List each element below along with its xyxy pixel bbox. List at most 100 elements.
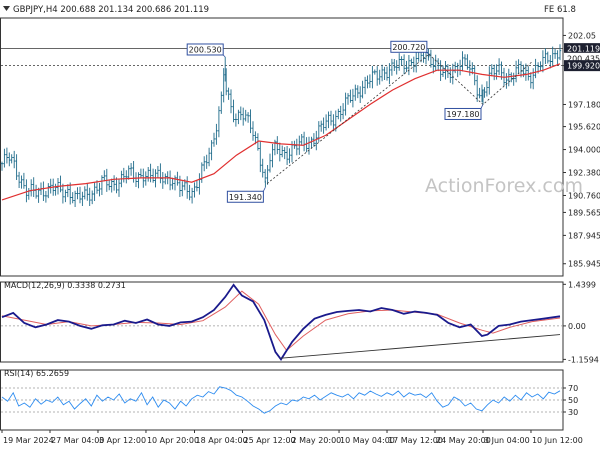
ohlc-bar (151, 168, 155, 183)
rsi-panel: 70 50 30 (0, 369, 578, 431)
moving-average-line (1, 63, 561, 201)
ohlc-bar (149, 163, 152, 183)
ohlc-bar (349, 89, 352, 103)
ohlc-bar (108, 179, 111, 191)
ohlc-bar (324, 114, 328, 131)
ohlc-bar (244, 109, 247, 122)
x-axis-label: 3 Apr 12:00 (99, 436, 146, 445)
ohlc-bar (71, 192, 74, 204)
ohlc-bar (229, 89, 233, 114)
ohlc-bar (405, 60, 408, 72)
ohlc-bar (476, 75, 479, 102)
swing-annotation-label: 197.180 (446, 110, 479, 119)
ohlc-bar (61, 183, 65, 204)
ohlc-bar (398, 53, 401, 71)
x-axis-label: 19 Mar 2024 (3, 436, 54, 445)
ohlc-bar (164, 173, 167, 185)
ohlc-bar (488, 66, 491, 95)
fib-label: FE 61.8 (544, 5, 576, 15)
ohlc-bar (285, 146, 289, 165)
price-tag (564, 60, 600, 72)
ohlc-bar (385, 66, 389, 81)
x-axis-label: 2 May 20:00 (291, 436, 341, 445)
ohlc-bar (366, 75, 369, 89)
ohlc-bar (327, 111, 330, 129)
ohlc-bar (371, 66, 374, 89)
ohlc-bar (556, 50, 559, 65)
ohlc-bar (551, 46, 554, 67)
ohlc-bar (193, 182, 196, 198)
ohlc-bar (468, 60, 471, 76)
ohlc-bar (220, 91, 223, 114)
price-tag-label: 201.119 (567, 45, 600, 54)
ohlc-bar (137, 172, 140, 189)
ohlc-bar (320, 120, 323, 132)
ohlc-bar (222, 68, 225, 103)
ohlc-bar (78, 186, 82, 204)
swing-annotation-leader (480, 104, 484, 109)
ohlc-bar (544, 48, 547, 64)
ohlc-bar (549, 55, 552, 69)
ohlc-bar (473, 65, 476, 86)
ohlc-bar (8, 152, 11, 167)
ohlc-bar (363, 76, 367, 95)
ohlc-bar (10, 154, 13, 164)
ohlc-bar (312, 133, 316, 147)
price-axis-tick-label: 187.945 (568, 231, 600, 240)
ohlc-bar (278, 142, 281, 162)
swing-annotation-box (444, 107, 482, 120)
ohlc-bar (3, 148, 6, 168)
ohlc-bar (112, 175, 116, 191)
ohlc-bar (232, 99, 235, 123)
ohlc-bar (181, 181, 184, 197)
ohlc-bar (271, 143, 274, 168)
ohlc-bar (356, 85, 359, 99)
ohlc-bar (368, 74, 372, 88)
ohlc-bar (264, 169, 267, 183)
ohlc-bar (0, 161, 4, 171)
ohlc-bar (351, 88, 355, 108)
ohlc-bar (246, 112, 250, 123)
ohlc-bar (373, 69, 376, 75)
ohlc-bar (441, 65, 445, 77)
ohlc-bar (66, 184, 69, 198)
ohlc-bar (514, 60, 518, 83)
ohlc-bar (273, 139, 277, 156)
ohlc-bar (171, 177, 174, 190)
ohlc-bar (402, 54, 406, 75)
ohlc-bar (341, 103, 345, 120)
price-tag (564, 43, 600, 55)
ohlc-bar (20, 175, 23, 189)
ohlc-bar (54, 183, 57, 196)
swing-annotation-label: 191.340 (229, 193, 262, 202)
ohlc-bar (361, 80, 364, 99)
symbol-header: GBPJPY,H4 200.688 201.134 200.686 201.11… (13, 5, 209, 15)
macd-line (1, 283, 561, 361)
ohlc-bar (329, 110, 333, 126)
ohlc-bar (332, 114, 335, 131)
ohlc-bar (115, 177, 118, 194)
price-tag-label: 200.435 (567, 54, 600, 63)
trendline (266, 53, 430, 184)
ohlc-bar (173, 175, 177, 191)
ohlc-bar (100, 175, 104, 195)
ohlc-bar (378, 69, 381, 85)
ohlc-bar (266, 165, 269, 185)
ohlc-bar (478, 87, 481, 99)
ohlc-bar (25, 179, 28, 203)
macd-axis-tick-label: -1.1594 (568, 355, 599, 364)
ohlc-bar (69, 182, 72, 205)
ohlc-bar (125, 170, 128, 184)
ohlc-bar (156, 166, 160, 179)
ohlc-bar (553, 48, 557, 59)
ohlc-bar (47, 183, 50, 199)
collapse-triangle-icon[interactable] (3, 6, 10, 11)
ohlc-bar (495, 64, 498, 80)
ohlc-bar (59, 175, 62, 193)
ohlc-bar (129, 163, 133, 176)
ohlc-bar (91, 190, 94, 205)
ohlc-bar (215, 123, 218, 145)
ohlc-bar (17, 171, 21, 188)
